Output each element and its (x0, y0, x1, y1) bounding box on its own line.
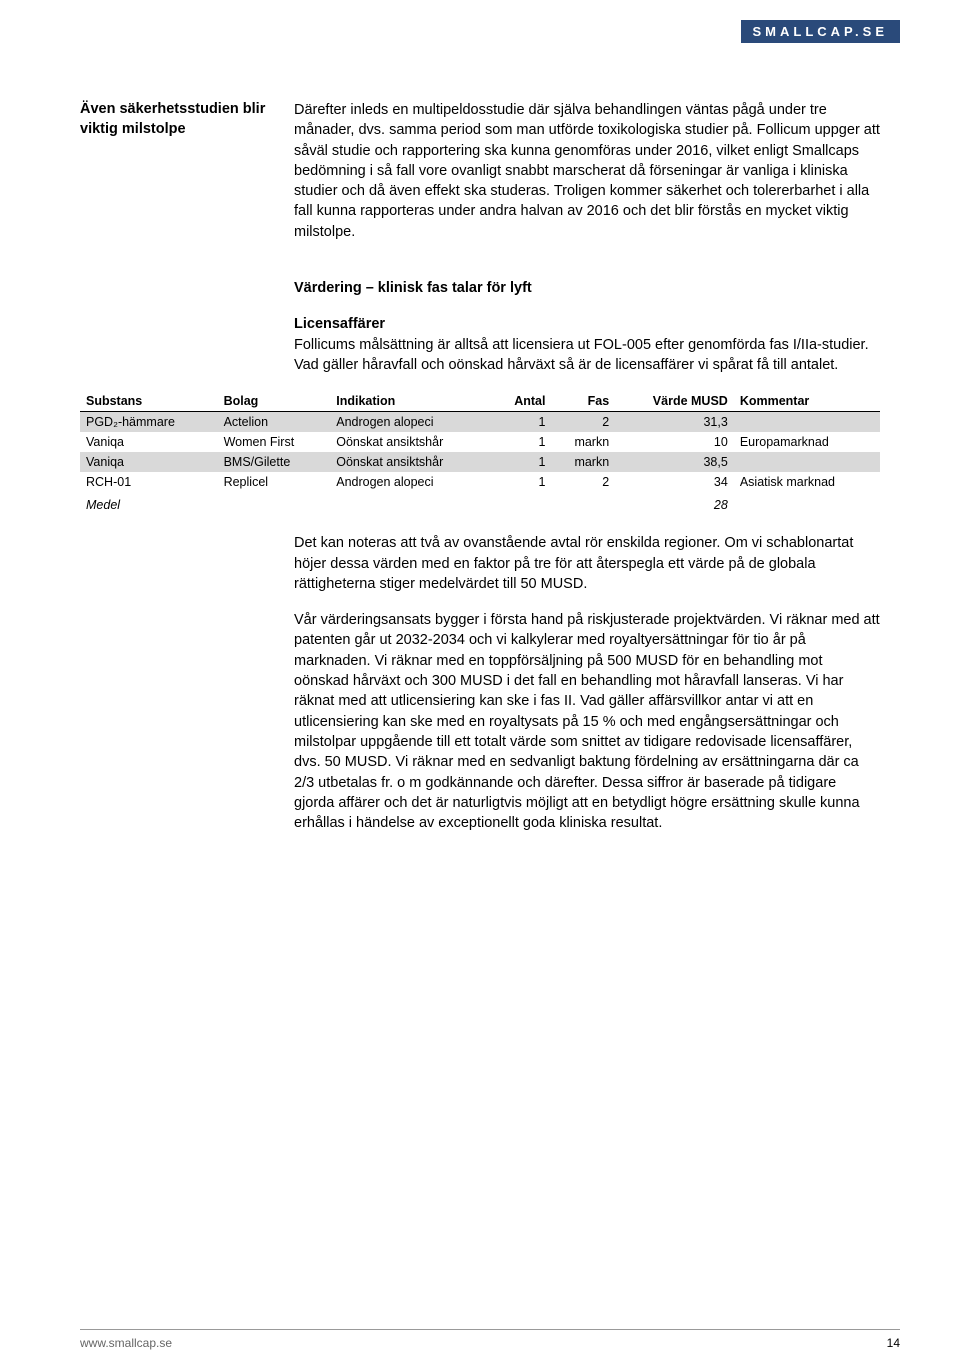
table-cell: Europamarknad (734, 432, 880, 452)
body-paragraph: Vår värderingsansats bygger i första han… (294, 610, 880, 833)
page-content: Även säkerhetsstudien blir viktig milsto… (0, 0, 960, 889)
footer-url: www.smallcap.se (80, 1336, 172, 1350)
table-header-cell: Antal (492, 391, 551, 412)
table-cell: 28 (615, 492, 734, 515)
table-cell: RCH-01 (80, 472, 218, 492)
table-cell: 2 (551, 412, 615, 433)
body-paragraph: Det kan noteras att två av ovanstående a… (294, 533, 880, 594)
logo-banner: SMALLCAP.SE (741, 20, 901, 43)
page-footer: www.smallcap.se 14 (80, 1329, 900, 1350)
table-cell (734, 492, 880, 515)
table-cell (492, 492, 551, 515)
table-cell: Actelion (218, 412, 331, 433)
table-cell: 38,5 (615, 452, 734, 472)
table-cell: BMS/Gilette (218, 452, 331, 472)
table-cell: Asiatisk marknad (734, 472, 880, 492)
table-header-cell: Bolag (218, 391, 331, 412)
license-deals-table: SubstansBolagIndikationAntalFasVärde MUS… (80, 391, 880, 515)
table-cell (330, 492, 492, 515)
table-cell: 1 (492, 412, 551, 433)
table-cell (218, 492, 331, 515)
table-cell: Oönskat ansiktshår (330, 432, 492, 452)
table-cell: markn (551, 432, 615, 452)
table-header-cell: Värde MUSD (615, 391, 734, 412)
sub-heading: Licensaffärer (294, 316, 385, 332)
table-header-cell: Indikation (330, 391, 492, 412)
table-cell: Medel (80, 492, 218, 515)
table-cell: 31,3 (615, 412, 734, 433)
table-row: RCH-01ReplicelAndrogen alopeci1234Asiati… (80, 472, 880, 492)
table-row-average: Medel 28 (80, 492, 880, 515)
table-cell: 2 (551, 472, 615, 492)
table-cell: Women First (218, 432, 331, 452)
table-cell: 34 (615, 472, 734, 492)
table-cell: Androgen alopeci (330, 472, 492, 492)
table-cell (734, 412, 880, 433)
section-heading: Värdering – klinisk fas talar för lyft (294, 278, 880, 298)
table-row: VaniqaBMS/GiletteOönskat ansiktshår1mark… (80, 452, 880, 472)
table-cell: PGD₂-hämmare (80, 412, 218, 433)
table-cell: 10 (615, 432, 734, 452)
body-paragraph: Follicums målsättning är alltså att lice… (294, 337, 869, 373)
table-row: PGD₂-hämmareActelionAndrogen alopeci1231… (80, 412, 880, 433)
table-cell (551, 492, 615, 515)
table-cell: Androgen alopeci (330, 412, 492, 433)
table-cell: Oönskat ansiktshår (330, 452, 492, 472)
page-number: 14 (887, 1336, 900, 1350)
margin-callout: Även säkerhetsstudien blir viktig milsto… (80, 100, 270, 258)
table-header-cell: Fas (551, 391, 615, 412)
table-cell: markn (551, 452, 615, 472)
table-cell: Replicel (218, 472, 331, 492)
table-header-cell: Kommentar (734, 391, 880, 412)
table-cell: 1 (492, 432, 551, 452)
table-cell: Vaniqa (80, 452, 218, 472)
body-paragraph: Därefter inleds en multipeldosstudie där… (294, 100, 880, 242)
table-cell: 1 (492, 472, 551, 492)
table-cell: 1 (492, 452, 551, 472)
table-cell: Vaniqa (80, 432, 218, 452)
table-cell (734, 452, 880, 472)
table-header-cell: Substans (80, 391, 218, 412)
table-row: VaniqaWomen FirstOönskat ansiktshår1mark… (80, 432, 880, 452)
